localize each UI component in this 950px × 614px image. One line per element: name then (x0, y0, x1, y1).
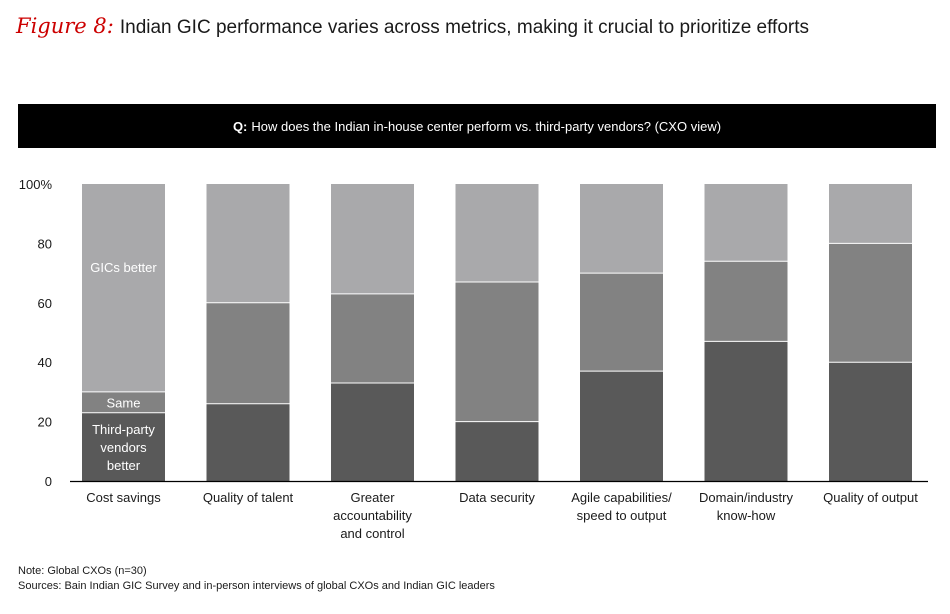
x-category-label: Quality of talent (203, 490, 294, 505)
bar-segment (704, 184, 788, 262)
bar-segment (580, 273, 663, 372)
sources-note: Sources: Bain Indian GIC Survey and in-p… (18, 580, 495, 592)
bar-segment (82, 391, 165, 413)
series-inline-label: GICs better (90, 260, 157, 275)
bar-segment (331, 184, 414, 294)
bar-segment (82, 184, 165, 392)
bar-segment (331, 293, 414, 383)
bar-segment (580, 184, 663, 274)
series-inline-label: Same (107, 395, 141, 410)
bar-segment (829, 362, 912, 481)
x-category-label: Agile capabilities/ (571, 490, 672, 505)
question-text: How does the Indian in-house center perf… (251, 118, 722, 134)
bar-segment (704, 341, 788, 481)
bar-segment (829, 184, 912, 244)
x-category-label: accountability (333, 508, 412, 523)
bar-segment (704, 261, 788, 342)
bar-segment (206, 184, 290, 303)
x-category-label: Quality of output (823, 490, 918, 505)
question-prefix: Q: (232, 118, 248, 134)
bar-segment (829, 243, 912, 363)
figure-label: Figure 8: (16, 14, 114, 38)
x-category-label: Greater (350, 490, 395, 505)
x-category-label: Domain/industry (699, 490, 793, 505)
bar-segment (206, 302, 290, 404)
y-tick-label: 80 (38, 236, 52, 251)
x-category-label: and control (340, 526, 404, 541)
series-inline-label: vendors (100, 440, 147, 455)
question-banner: Q: How does the Indian in-house center p… (18, 104, 936, 148)
x-category-label: know-how (717, 508, 776, 523)
figure-title-text: Indian GIC performance varies across met… (119, 17, 810, 38)
bar-segment (82, 412, 165, 481)
y-tick-label: 0 (45, 474, 52, 489)
bar-segment (206, 403, 290, 481)
bar-segment (455, 282, 539, 422)
y-tick-label: 20 (38, 415, 52, 430)
bar-segment (331, 382, 414, 481)
footnote: Note: Global CXOs (n=30) (18, 565, 147, 577)
x-category-label: speed to output (577, 508, 667, 523)
series-inline-label: better (107, 458, 141, 473)
series-inline-label: Third-party (92, 422, 155, 437)
x-category-label: Cost savings (86, 490, 161, 505)
figure-title: Figure 8: Indian GIC performance varies a… (16, 14, 809, 39)
bar-segment (455, 421, 539, 481)
y-tick-label: 100% (19, 177, 53, 192)
y-tick-label: 40 (38, 355, 52, 370)
bar-segment (580, 371, 663, 481)
bar-segment (455, 184, 539, 283)
y-tick-label: 60 (38, 296, 52, 311)
x-category-label: Data security (459, 490, 535, 505)
